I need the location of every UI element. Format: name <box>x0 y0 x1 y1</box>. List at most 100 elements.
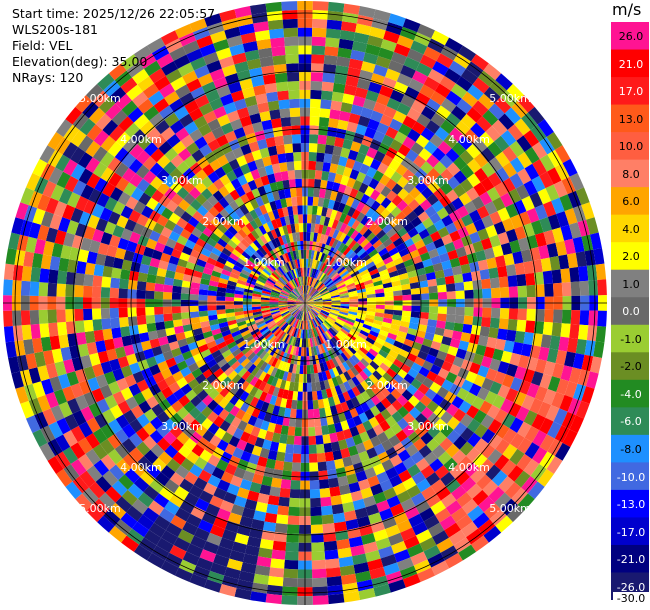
velocity-gate <box>206 411 219 423</box>
velocity-gate <box>310 309 317 318</box>
velocity-gate <box>305 295 310 303</box>
velocity-gate <box>226 110 240 123</box>
velocity-gate <box>171 306 182 314</box>
velocity-gate <box>117 355 130 369</box>
velocity-gate <box>246 58 262 70</box>
velocity-gate <box>500 242 513 256</box>
velocity-gate <box>257 102 270 113</box>
velocity-gate <box>72 410 87 426</box>
velocity-gate <box>85 157 101 174</box>
velocity-gate <box>523 180 538 196</box>
velocity-gate <box>586 217 599 235</box>
velocity-gate <box>296 301 305 303</box>
velocity-gate <box>154 353 166 365</box>
velocity-gate <box>288 295 297 300</box>
velocity-gate <box>211 126 225 140</box>
velocity-gate <box>415 329 426 339</box>
velocity-gate <box>313 305 323 309</box>
velocity-gate <box>269 298 279 301</box>
velocity-gate <box>378 219 389 230</box>
velocity-gate <box>482 288 492 299</box>
velocity-gate <box>56 283 66 297</box>
velocity-gate <box>207 139 221 152</box>
velocity-gate <box>440 493 457 508</box>
velocity-gate <box>283 262 290 272</box>
velocity-gate <box>285 54 299 64</box>
velocity-gate <box>348 311 358 316</box>
colorbar-tick-label: 4.0 <box>622 222 640 236</box>
velocity-gate <box>180 383 193 395</box>
velocity-gate <box>382 516 397 530</box>
velocity-gate <box>542 388 557 405</box>
velocity-gate <box>302 294 305 303</box>
velocity-gate <box>316 261 322 271</box>
velocity-gate <box>389 454 403 467</box>
velocity-gate <box>329 270 338 279</box>
velocity-gate <box>524 163 540 181</box>
velocity-gate <box>375 304 385 310</box>
velocity-gate <box>92 162 108 178</box>
velocity-gate <box>125 396 139 410</box>
velocity-gate <box>226 170 238 182</box>
velocity-gate <box>263 314 273 320</box>
velocity-gate <box>269 567 285 578</box>
velocity-gate <box>62 142 79 160</box>
velocity-gate <box>122 452 138 469</box>
velocity-gate <box>479 269 490 280</box>
velocity-gate <box>157 360 169 372</box>
velocity-gate <box>456 387 469 401</box>
velocity-gate <box>305 285 307 295</box>
velocity-gate <box>324 254 331 264</box>
velocity-gate <box>242 124 255 136</box>
velocity-gate <box>418 366 430 378</box>
velocity-gate <box>396 102 411 116</box>
velocity-gate <box>318 335 325 345</box>
velocity-gate <box>323 379 331 390</box>
velocity-gate <box>385 126 399 140</box>
velocity-gate <box>45 227 59 243</box>
velocity-gate <box>569 367 582 384</box>
velocity-gate <box>232 166 244 179</box>
velocity-gate <box>198 294 208 301</box>
velocity-gate <box>554 442 571 461</box>
velocity-gate <box>514 366 527 381</box>
velocity-gate <box>310 98 322 109</box>
velocity-gate <box>409 347 420 357</box>
velocity-gate <box>495 438 510 455</box>
velocity-gate <box>461 91 479 108</box>
velocity-gate <box>350 104 364 116</box>
velocity-gate <box>531 219 544 235</box>
velocity-gate <box>362 420 373 432</box>
velocity-gate <box>379 508 394 521</box>
velocity-gate <box>140 255 152 266</box>
velocity-gate <box>500 459 517 477</box>
velocity-gate <box>195 424 208 437</box>
velocity-gate <box>166 458 181 473</box>
velocity-gate <box>154 291 164 300</box>
velocity-gate <box>279 295 288 299</box>
velocity-gate <box>260 194 270 205</box>
velocity-gate <box>445 283 456 292</box>
velocity-gate <box>340 401 350 412</box>
velocity-gate <box>92 363 105 378</box>
velocity-gate <box>14 340 26 357</box>
velocity-gate <box>185 389 197 402</box>
velocity-gate <box>300 285 304 295</box>
velocity-gate <box>184 239 196 250</box>
velocity-gate <box>471 396 485 410</box>
velocity-gate <box>103 509 121 526</box>
velocity-gate <box>137 272 148 283</box>
velocity-gate <box>11 217 24 235</box>
velocity-gate <box>258 324 268 331</box>
velocity-gate <box>425 271 437 281</box>
velocity-gate <box>443 457 458 472</box>
velocity-gate <box>292 278 298 288</box>
velocity-gate <box>20 280 31 296</box>
velocity-gate <box>86 341 98 355</box>
velocity-gate <box>109 502 127 520</box>
velocity-gate <box>270 260 278 270</box>
velocity-gate <box>329 313 338 319</box>
velocity-gate <box>544 309 554 323</box>
velocity-gate <box>369 384 380 395</box>
velocity-gate <box>381 321 392 329</box>
